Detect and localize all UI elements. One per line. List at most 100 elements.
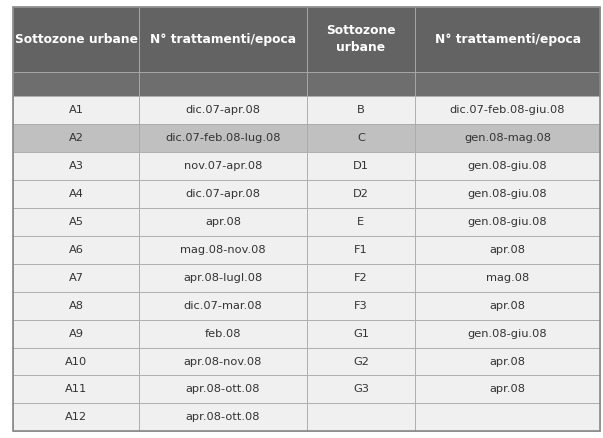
- Text: gen.08-giu.08: gen.08-giu.08: [468, 217, 548, 226]
- Bar: [307, 72, 415, 96]
- Text: A9: A9: [69, 328, 84, 339]
- Bar: [415, 96, 600, 124]
- Bar: [415, 7, 600, 72]
- Text: G1: G1: [353, 328, 369, 339]
- Bar: [139, 264, 307, 292]
- Bar: [307, 264, 415, 292]
- Bar: [307, 292, 415, 320]
- Bar: [13, 292, 139, 320]
- Text: gen.08-mag.08: gen.08-mag.08: [464, 133, 551, 143]
- Bar: [307, 124, 415, 152]
- Text: D2: D2: [353, 189, 369, 199]
- Text: mag.08-nov.08: mag.08-nov.08: [180, 245, 266, 254]
- Text: N° trattamenti/epoca: N° trattamenti/epoca: [150, 33, 296, 46]
- Bar: [307, 7, 415, 72]
- Bar: [307, 152, 415, 180]
- Text: A8: A8: [69, 300, 84, 311]
- Text: apr.08: apr.08: [490, 385, 526, 395]
- Text: A12: A12: [65, 413, 87, 422]
- Text: A1: A1: [69, 105, 84, 115]
- Bar: [139, 7, 307, 72]
- Bar: [13, 72, 139, 96]
- Text: Sottozone
urbane: Sottozone urbane: [326, 25, 396, 54]
- Text: dic.07-feb.08-lug.08: dic.07-feb.08-lug.08: [165, 133, 281, 143]
- Bar: [13, 96, 139, 124]
- Text: apr.08-nov.08: apr.08-nov.08: [184, 357, 262, 367]
- Bar: [139, 152, 307, 180]
- Text: A2: A2: [69, 133, 84, 143]
- Text: A4: A4: [69, 189, 84, 199]
- Bar: [307, 208, 415, 236]
- Text: F2: F2: [354, 272, 368, 283]
- Bar: [139, 180, 307, 208]
- Bar: [415, 375, 600, 403]
- Bar: [415, 292, 600, 320]
- Bar: [307, 180, 415, 208]
- Bar: [13, 124, 139, 152]
- Bar: [13, 264, 139, 292]
- Bar: [139, 347, 307, 375]
- Text: mag.08: mag.08: [486, 272, 529, 283]
- Text: apr.08-lugl.08: apr.08-lugl.08: [183, 272, 263, 283]
- Bar: [415, 320, 600, 347]
- Text: apr.08: apr.08: [205, 217, 241, 226]
- Text: dic.07-apr.08: dic.07-apr.08: [186, 189, 260, 199]
- Text: G2: G2: [353, 357, 369, 367]
- Bar: [415, 347, 600, 375]
- Text: A6: A6: [69, 245, 84, 254]
- Bar: [13, 403, 139, 431]
- Bar: [139, 292, 307, 320]
- Bar: [13, 152, 139, 180]
- Text: C: C: [357, 133, 365, 143]
- Text: apr.08-ott.08: apr.08-ott.08: [186, 385, 260, 395]
- Text: feb.08: feb.08: [205, 328, 241, 339]
- Bar: [139, 72, 307, 96]
- Text: apr.08: apr.08: [490, 357, 526, 367]
- Bar: [13, 208, 139, 236]
- Text: F1: F1: [354, 245, 368, 254]
- Text: A11: A11: [65, 385, 87, 395]
- Bar: [415, 152, 600, 180]
- Text: apr.08: apr.08: [490, 300, 526, 311]
- Text: B: B: [357, 105, 365, 115]
- Bar: [415, 264, 600, 292]
- Text: A3: A3: [69, 161, 84, 171]
- Bar: [13, 320, 139, 347]
- Text: D1: D1: [353, 161, 369, 171]
- Bar: [139, 375, 307, 403]
- Bar: [139, 320, 307, 347]
- Text: A5: A5: [69, 217, 84, 226]
- Bar: [415, 403, 600, 431]
- Text: dic.07-mar.08: dic.07-mar.08: [184, 300, 262, 311]
- Bar: [13, 375, 139, 403]
- Bar: [415, 208, 600, 236]
- Text: apr.08-ott.08: apr.08-ott.08: [186, 413, 260, 422]
- Bar: [139, 208, 307, 236]
- Text: N° trattamenti/epoca: N° trattamenti/epoca: [435, 33, 581, 46]
- Bar: [307, 403, 415, 431]
- Bar: [139, 236, 307, 264]
- Text: Sottozone urbane: Sottozone urbane: [15, 33, 138, 46]
- Text: nov.07-apr.08: nov.07-apr.08: [184, 161, 262, 171]
- Text: apr.08: apr.08: [490, 245, 526, 254]
- Bar: [13, 7, 139, 72]
- Bar: [415, 236, 600, 264]
- Text: gen.08-giu.08: gen.08-giu.08: [468, 189, 548, 199]
- Bar: [13, 180, 139, 208]
- Text: G3: G3: [353, 385, 369, 395]
- Bar: [307, 375, 415, 403]
- Text: F3: F3: [354, 300, 368, 311]
- Bar: [415, 180, 600, 208]
- Bar: [415, 72, 600, 96]
- Bar: [307, 236, 415, 264]
- Bar: [307, 96, 415, 124]
- Bar: [13, 347, 139, 375]
- Bar: [139, 96, 307, 124]
- Bar: [307, 320, 415, 347]
- Text: dic.07-feb.08-giu.08: dic.07-feb.08-giu.08: [450, 105, 566, 115]
- Text: A7: A7: [69, 272, 84, 283]
- Bar: [13, 236, 139, 264]
- Bar: [139, 403, 307, 431]
- Bar: [307, 347, 415, 375]
- Text: A10: A10: [65, 357, 87, 367]
